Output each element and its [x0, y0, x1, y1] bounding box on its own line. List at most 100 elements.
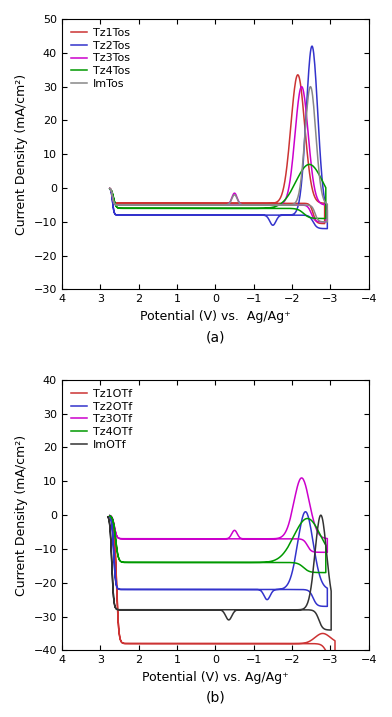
- Line: Tz4OTf: Tz4OTf: [110, 516, 326, 573]
- ImOTf: [318, 511, 323, 520]
- Tz4Tos: [288, 189, 292, 197]
- Tz3Tos: [323, 217, 328, 226]
- Tz2Tos: [289, 211, 294, 219]
- ImTos: [265, 201, 269, 209]
- Tz1Tos: [263, 199, 267, 208]
- Tz2OTf: [167, 585, 172, 594]
- Line: Tz3Tos: Tz3Tos: [110, 87, 326, 222]
- ImOTf: [105, 513, 110, 521]
- Legend: Tz1Tos, Tz2Tos, Tz3Tos, Tz4Tos, ImTos: Tz1Tos, Tz2Tos, Tz3Tos, Tz4Tos, ImTos: [67, 24, 134, 92]
- Text: (b): (b): [205, 691, 225, 705]
- Line: ImOTf: ImOTf: [108, 516, 331, 630]
- Tz3OTf: [325, 548, 330, 556]
- Tz4OTf: [264, 558, 269, 566]
- Tz1Tos: [107, 184, 112, 193]
- Tz4OTf: [107, 511, 112, 520]
- Tz2Tos: [212, 211, 216, 219]
- Tz1OTf: [285, 640, 290, 648]
- Tz2OTf: [212, 585, 216, 594]
- ImTos: [167, 201, 172, 209]
- ImOTf: [329, 626, 334, 635]
- Tz2Tos: [134, 211, 139, 219]
- Tz2OTf: [278, 585, 282, 594]
- Tz3Tos: [107, 184, 112, 193]
- Tz1OTf: [111, 522, 116, 531]
- Tz4Tos: [307, 160, 312, 168]
- Tz1OTf: [333, 656, 338, 665]
- Tz3OTf: [265, 534, 269, 543]
- Tz2Tos: [167, 211, 172, 219]
- Tz3OTf: [212, 534, 216, 543]
- Tz2OTf: [289, 571, 294, 579]
- Tz1Tos: [211, 199, 215, 208]
- Tz1Tos: [134, 199, 139, 208]
- Tz3OTf: [107, 511, 112, 520]
- Line: ImTos: ImTos: [110, 87, 327, 222]
- Tz4OTf: [134, 558, 139, 566]
- Tz2OTf: [107, 512, 112, 521]
- Tz4OTf: [288, 538, 293, 546]
- Tz4Tos: [263, 204, 268, 212]
- Tz2Tos: [107, 184, 112, 193]
- ImTos: [107, 184, 112, 193]
- Tz2OTf: [107, 512, 112, 521]
- ImOTf: [292, 605, 297, 614]
- Line: Tz1OTf: Tz1OTf: [114, 526, 335, 660]
- ImTos: [325, 217, 330, 226]
- Tz2OTf: [134, 585, 139, 594]
- ImTos: [212, 201, 216, 209]
- Tz4Tos: [167, 204, 171, 213]
- Legend: Tz1OTf, Tz2OTf, Tz3OTf, Tz4OTf, ImOTf: Tz1OTf, Tz2OTf, Tz3OTf, Tz4OTf, ImOTf: [67, 386, 136, 453]
- Tz1Tos: [107, 184, 112, 193]
- Tz4OTf: [107, 511, 112, 520]
- Line: Tz3OTf: Tz3OTf: [110, 478, 327, 552]
- Tz3Tos: [107, 184, 112, 193]
- Tz3Tos: [288, 176, 292, 185]
- Tz1Tos: [322, 219, 327, 228]
- Tz4Tos: [276, 201, 281, 209]
- X-axis label: Potential (V) vs.  Ag/Ag⁺: Potential (V) vs. Ag/Ag⁺: [140, 310, 291, 323]
- Line: Tz2Tos: Tz2Tos: [110, 46, 327, 229]
- ImTos: [289, 201, 294, 209]
- Tz2OTf: [303, 508, 308, 516]
- ImTos: [308, 82, 313, 91]
- Tz3Tos: [167, 201, 171, 209]
- Y-axis label: Current Density (mA/cm²): Current Density (mA/cm²): [15, 74, 28, 234]
- Tz1OTf: [172, 640, 177, 648]
- ImOTf: [167, 605, 171, 614]
- Tz3OTf: [107, 511, 112, 520]
- ImOTf: [105, 513, 110, 521]
- Tz4OTf: [211, 558, 216, 566]
- Tz1OTf: [272, 640, 276, 648]
- ImTos: [107, 184, 112, 193]
- Tz2Tos: [278, 211, 282, 219]
- ImOTf: [267, 605, 271, 614]
- Tz1Tos: [296, 70, 300, 79]
- Tz1Tos: [276, 197, 280, 206]
- Tz1OTf: [138, 640, 143, 648]
- Tz3Tos: [134, 201, 139, 209]
- X-axis label: Potential (V) vs. Ag/Ag⁺: Potential (V) vs. Ag/Ag⁺: [142, 671, 289, 684]
- Tz4Tos: [134, 204, 139, 213]
- Tz4OTf: [167, 558, 172, 566]
- Line: Tz4Tos: Tz4Tos: [110, 164, 326, 219]
- Y-axis label: Current Density (mA/cm²): Current Density (mA/cm²): [15, 435, 28, 596]
- Tz3OTf: [289, 510, 294, 518]
- ImTos: [278, 201, 282, 209]
- Tz4OTf: [277, 554, 281, 562]
- Tz2Tos: [310, 42, 314, 50]
- Tz1OTf: [111, 522, 116, 531]
- ImOTf: [280, 605, 285, 614]
- ImOTf: [212, 605, 217, 614]
- Tz4Tos: [107, 184, 112, 193]
- Tz1OTf: [297, 640, 301, 648]
- Tz3Tos: [263, 201, 268, 209]
- Tz3Tos: [211, 201, 216, 209]
- Tz1Tos: [166, 199, 171, 208]
- Tz2Tos: [107, 184, 112, 193]
- Tz3OTf: [299, 474, 304, 483]
- Tz4OTf: [323, 569, 328, 577]
- Tz2Tos: [265, 211, 269, 219]
- Line: Tz1Tos: Tz1Tos: [110, 75, 325, 224]
- Tz2Tos: [325, 224, 330, 233]
